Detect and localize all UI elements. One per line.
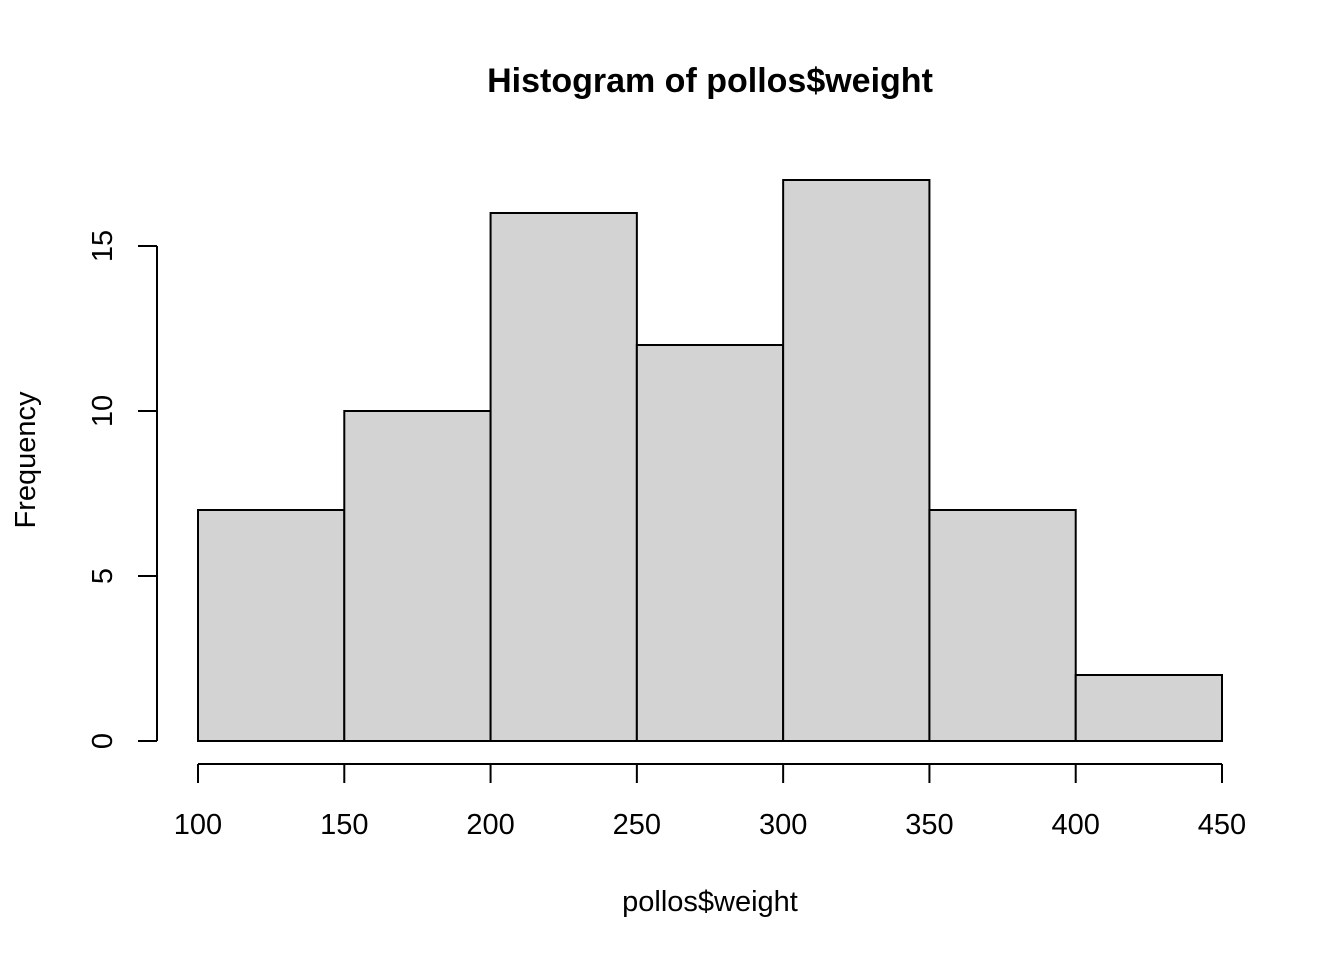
x-tick-label: 100 — [174, 809, 222, 841]
histogram-bar — [489, 212, 638, 742]
histogram-bar — [635, 344, 785, 742]
x-tick-label: 350 — [905, 809, 953, 841]
bars-group — [197, 179, 1223, 742]
x-tick-label: 450 — [1198, 809, 1246, 841]
histogram-bar — [928, 509, 1077, 742]
x-tick-label: 400 — [1052, 809, 1100, 841]
histogram-bar — [197, 509, 346, 742]
x-tick-label: 150 — [320, 809, 368, 841]
x-tick-label: 250 — [613, 809, 661, 841]
x-axis: 100 150 200 250 300 350 400 450 — [174, 763, 1246, 841]
histogram-bar — [782, 179, 931, 742]
histogram-bar — [1074, 674, 1223, 742]
x-axis-label: pollos$weight — [622, 886, 798, 918]
y-axis-label: Frequency — [10, 391, 42, 529]
y-axis: 0 5 10 15 — [87, 230, 158, 749]
y-tick-label: 5 — [87, 568, 119, 584]
chart-title: Histogram of pollos$weight — [487, 62, 933, 100]
y-tick-label: 10 — [87, 395, 119, 427]
y-tick-label: 15 — [87, 230, 119, 262]
x-tick-label: 200 — [466, 809, 514, 841]
x-tick-label: 300 — [759, 809, 807, 841]
histogram-bar — [343, 410, 492, 742]
y-tick-label: 0 — [87, 733, 119, 749]
